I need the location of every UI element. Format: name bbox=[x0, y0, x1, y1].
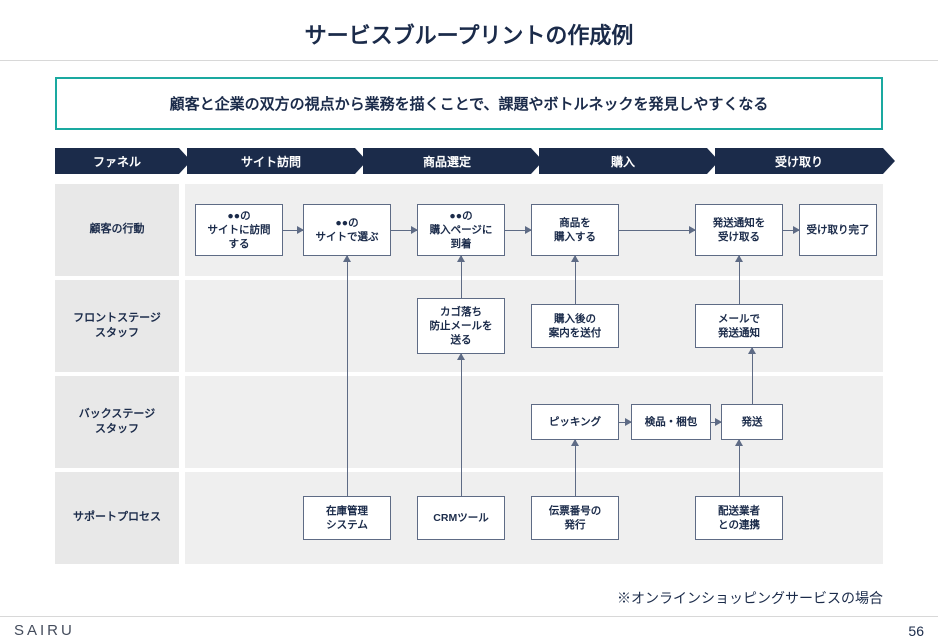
swimlane: サポートプロセス 在庫管理 システム CRMツール伝票番号の 発行 配送業者 との連携 bbox=[55, 472, 883, 564]
flow-node: カゴ落ち 防止メールを 送る bbox=[417, 298, 505, 354]
swimlane-label: フロントステージ スタッフ bbox=[55, 280, 179, 372]
swimlane: フロントステージ スタッフ カゴ落ち 防止メールを 送る購入後の 案内を送付 メール… bbox=[55, 280, 883, 372]
flow-node: 在庫管理 システム bbox=[303, 496, 391, 540]
flow-node: CRMツール bbox=[417, 496, 505, 540]
arrow-right-icon bbox=[619, 422, 631, 423]
arrow-right-icon bbox=[283, 230, 303, 231]
arrow-right-icon bbox=[711, 422, 721, 423]
arrow-right-icon bbox=[619, 230, 695, 231]
swimlane: バックステージ スタッフピッキング検品・梱包発送 bbox=[55, 376, 883, 468]
stage-row: ファネル サイト訪問 商品選定 購入 受け取り bbox=[55, 148, 883, 174]
arrow-right-icon bbox=[391, 230, 417, 231]
flow-node: メールで 発送通知 bbox=[695, 304, 783, 348]
swimlane: 顧客の行動 ●●の サイトに訪問 する ●●の サイトで選ぶ ●●の 購入ページに 到… bbox=[55, 184, 883, 276]
flow-node: ●●の 購入ページに 到着 bbox=[417, 204, 505, 256]
swimlane-body: ピッキング検品・梱包発送 bbox=[185, 376, 883, 468]
swimlane-body: 在庫管理 システム CRMツール伝票番号の 発行 配送業者 との連携 bbox=[185, 472, 883, 564]
stage-header: ファネル bbox=[55, 148, 179, 174]
flow-node: ●●の サイトに訪問 する bbox=[195, 204, 283, 256]
page-title: サービスブループリントの作成例 bbox=[0, 0, 938, 60]
summary-box: 顧客と企業の双方の視点から業務を描くことで、課題やボトルネックを発見しやすくなる bbox=[55, 77, 883, 130]
swimlane-body: カゴ落ち 防止メールを 送る購入後の 案内を送付 メールで 発送通知 bbox=[185, 280, 883, 372]
stage-header: 購入 bbox=[539, 148, 707, 174]
stage-header: 商品選定 bbox=[363, 148, 531, 174]
flow-node: 伝票番号の 発行 bbox=[531, 496, 619, 540]
swimlane-label: バックステージ スタッフ bbox=[55, 376, 179, 468]
stage-header: サイト訪問 bbox=[187, 148, 355, 174]
flow-node: 受け取り完了 bbox=[799, 204, 877, 256]
flow-node: 商品を 購入する bbox=[531, 204, 619, 256]
stage-header: 受け取り bbox=[715, 148, 883, 174]
flow-node: 検品・梱包 bbox=[631, 404, 711, 440]
brand-logo: SAIRU bbox=[14, 622, 75, 639]
page-number: 56 bbox=[908, 623, 924, 639]
flow-node: ピッキング bbox=[531, 404, 619, 440]
lanes-container: 顧客の行動 ●●の サイトに訪問 する ●●の サイトで選ぶ ●●の 購入ページに 到… bbox=[55, 184, 883, 564]
flow-node: 発送 bbox=[721, 404, 783, 440]
flow-node: 購入後の 案内を送付 bbox=[531, 304, 619, 348]
swimlane-body: ●●の サイトに訪問 する ●●の サイトで選ぶ ●●の 購入ページに 到着商品を … bbox=[185, 184, 883, 276]
flow-node: ●●の サイトで選ぶ bbox=[303, 204, 391, 256]
title-divider bbox=[0, 60, 938, 61]
footer: SAIRU 56 bbox=[0, 616, 938, 644]
flow-node: 配送業者 との連携 bbox=[695, 496, 783, 540]
flow-node: 発送通知を 受け取る bbox=[695, 204, 783, 256]
swimlane-label: サポートプロセス bbox=[55, 472, 179, 564]
arrow-right-icon bbox=[783, 230, 799, 231]
footnote: ※オンラインショッピングサービスの場合 bbox=[617, 588, 883, 608]
swimlane-label: 顧客の行動 bbox=[55, 184, 179, 276]
arrow-right-icon bbox=[505, 230, 531, 231]
